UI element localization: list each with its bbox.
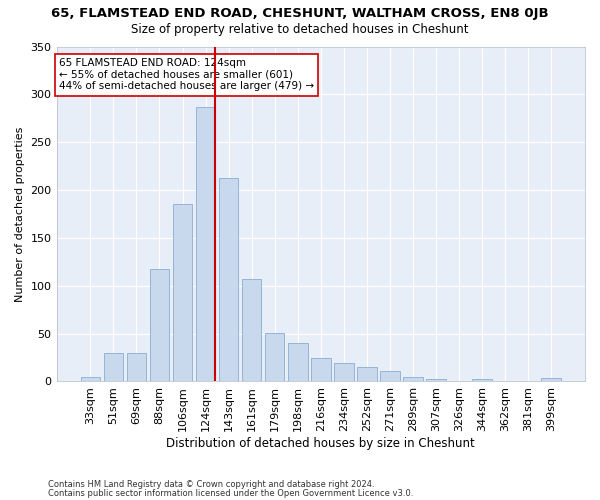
Bar — [380, 371, 400, 382]
Bar — [242, 279, 262, 382]
Bar — [472, 378, 492, 382]
Bar — [288, 343, 308, 382]
Y-axis label: Number of detached properties: Number of detached properties — [15, 126, 25, 302]
Bar — [173, 204, 193, 382]
Bar — [403, 376, 423, 382]
Text: Contains public sector information licensed under the Open Government Licence v3: Contains public sector information licen… — [48, 488, 413, 498]
Bar — [196, 107, 215, 382]
Text: 65 FLAMSTEAD END ROAD: 124sqm
← 55% of detached houses are smaller (601)
44% of : 65 FLAMSTEAD END ROAD: 124sqm ← 55% of d… — [59, 58, 314, 92]
Bar — [541, 378, 561, 382]
Bar — [149, 270, 169, 382]
Text: 65, FLAMSTEAD END ROAD, CHESHUNT, WALTHAM CROSS, EN8 0JB: 65, FLAMSTEAD END ROAD, CHESHUNT, WALTHA… — [51, 8, 549, 20]
Bar — [334, 364, 353, 382]
Bar — [426, 378, 446, 382]
Bar — [127, 352, 146, 382]
Bar — [265, 332, 284, 382]
Bar — [104, 352, 123, 382]
Bar — [357, 367, 377, 382]
X-axis label: Distribution of detached houses by size in Cheshunt: Distribution of detached houses by size … — [166, 437, 475, 450]
Bar — [311, 358, 331, 382]
Text: Size of property relative to detached houses in Cheshunt: Size of property relative to detached ho… — [131, 22, 469, 36]
Bar — [80, 376, 100, 382]
Bar — [219, 178, 238, 382]
Text: Contains HM Land Registry data © Crown copyright and database right 2024.: Contains HM Land Registry data © Crown c… — [48, 480, 374, 489]
